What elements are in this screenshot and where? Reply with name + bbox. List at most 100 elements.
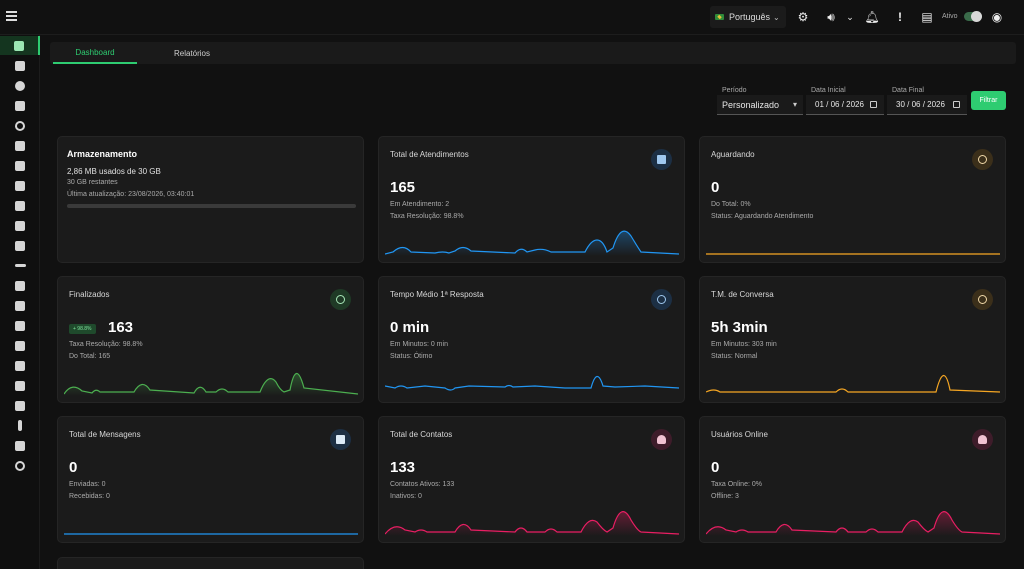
sidebar-item-tags[interactable] [0, 396, 40, 415]
briefcase-icon [15, 60, 25, 71]
check-circle-icon [330, 289, 351, 310]
bell-icon[interactable]: 🔔︎ [864, 10, 880, 24]
filter-button[interactable]: Filtrar [971, 91, 1006, 110]
chat-icon[interactable]: ▤ [921, 10, 933, 24]
tab-bar: Dashboard Relatórios [50, 42, 1016, 64]
storage-progress-bar [67, 204, 356, 208]
announcement-icon[interactable]: ! [898, 10, 902, 24]
tab-relatorios[interactable]: Relatórios [173, 48, 210, 58]
sidebar-item-events[interactable] [0, 356, 40, 375]
sidebar-item-transfer[interactable] [0, 256, 40, 275]
data-final-field[interactable]: Data Final 30 / 06 / 2026 [887, 87, 967, 117]
resolution-badge: + 98.8% [69, 324, 96, 334]
data-inicial-input[interactable]: 01 / 06 / 2026 [806, 95, 884, 115]
card-line-1: Em Minutos: 303 min [711, 341, 777, 348]
card-title: Total de Mensagens [69, 430, 141, 439]
sidebar-item-schedule[interactable] [0, 196, 40, 215]
sidebar-item-calendar[interactable] [0, 296, 40, 315]
card-line-2: Status: Aguardando Atendimento [711, 213, 814, 220]
dashboard-icon [14, 40, 24, 51]
contacts-icon [15, 220, 25, 231]
card-line-1: Enviadas: 0 [69, 481, 106, 488]
language-selector[interactable]: Português ⌄ [710, 6, 786, 28]
whatsapp-icon [15, 80, 25, 91]
announcement-icon [15, 440, 25, 451]
sidebar-item-dashboard[interactable] [0, 36, 40, 55]
card-value: 0 [711, 459, 720, 476]
sparkline-finalizados [64, 372, 358, 396]
sidebar-item-files[interactable] [0, 416, 40, 435]
tag-icon [15, 400, 25, 411]
sidebar-item-edit[interactable] [0, 276, 40, 295]
card-usuarios: Usuários Online 0 Taxa Online: 0% Offlin… [699, 416, 1006, 543]
card-line-1: Contatos Ativos: 133 [390, 481, 455, 488]
sidebar-item-store[interactable] [0, 336, 40, 355]
periodo-label: Período [722, 87, 747, 94]
account-icon[interactable]: ◉ [991, 10, 1003, 24]
card-tm-conversa: T.M. de Conversa 5h 3min Em Minutos: 303… [699, 276, 1006, 403]
sidebar-item-chat[interactable] [0, 96, 40, 115]
periodo-field[interactable]: Período Personalizado ▾ [717, 87, 803, 117]
sidebar-item-help[interactable] [0, 456, 40, 475]
menu-icon[interactable] [6, 11, 17, 22]
status-label: Ativo [942, 13, 958, 20]
storage-used: 2,86 MB usados de 30 GB [67, 167, 161, 176]
card-value: 165 [390, 179, 416, 196]
sidebar-item-reply[interactable] [0, 156, 40, 175]
reply-icon [15, 160, 25, 171]
card-line-2: Do Total: 165 [69, 353, 111, 360]
chat-icon [330, 429, 351, 450]
card-value: 0 min [390, 319, 430, 336]
card-value: 0 [69, 459, 78, 476]
sparkline-atendimentos [385, 230, 679, 256]
globe-icon [15, 120, 25, 131]
people-icon [651, 429, 672, 450]
sidebar-item-kanban[interactable] [0, 316, 40, 335]
clock-icon [972, 149, 993, 170]
pencil-icon [15, 280, 25, 291]
settings-icon[interactable]: ⚙ [797, 10, 809, 24]
sidebar [0, 35, 40, 569]
card-line-2: Status: Normal [711, 353, 758, 360]
paperclip-icon [18, 420, 22, 431]
clock-icon [651, 289, 672, 310]
volume-dropdown-icon[interactable]: ⌄ [846, 11, 854, 22]
status-toggle[interactable] [964, 11, 982, 22]
card-line-2: Inativos: 0 [390, 493, 422, 500]
tab-dashboard[interactable]: Dashboard [53, 42, 137, 64]
storage-remaining: 30 GB restantes [67, 179, 118, 186]
data-inicial-field[interactable]: Data Inicial 01 / 06 / 2026 [806, 87, 884, 117]
sidebar-item-tools[interactable] [0, 176, 40, 195]
sidebar-item-hierarchy[interactable] [0, 136, 40, 155]
clipboard-icon [651, 149, 672, 170]
event-icon [15, 360, 25, 371]
sidebar-item-globe[interactable] [0, 116, 40, 135]
volume-icon[interactable]: 🔊︎ [827, 9, 835, 24]
hierarchy-icon [15, 140, 25, 151]
calendar-icon [953, 101, 960, 108]
data-final-input[interactable]: 30 / 06 / 2026 [887, 95, 967, 115]
sidebar-item-reports[interactable] [0, 376, 40, 395]
sidebar-item-announcements[interactable] [0, 436, 40, 455]
data-inicial-label: Data Inicial [811, 87, 846, 94]
sparkline-contatos [385, 511, 679, 536]
swap-icon [14, 264, 26, 267]
main-content: Dashboard Relatórios Período Personaliza… [40, 35, 1024, 569]
sidebar-item-briefcase[interactable] [0, 56, 40, 75]
sidebar-item-contacts[interactable] [0, 216, 40, 235]
card-title: Finalizados [69, 290, 110, 299]
sidebar-item-whatsapp[interactable] [0, 76, 40, 95]
calendar-icon [15, 300, 25, 311]
storage-card: Armazenamento 2,86 MB usados de 30 GB 30… [57, 136, 364, 263]
wrench-icon [15, 180, 25, 191]
sidebar-item-finance[interactable] [0, 236, 40, 255]
sparkline-usuarios [706, 511, 1000, 536]
language-label: Português [729, 12, 771, 22]
sparkline-tm-conversa [706, 374, 1000, 393]
data-final-label: Data Final [892, 87, 924, 94]
card-tempo-medio: Tempo Médio 1ª Resposta 0 min Em Minutos… [378, 276, 685, 403]
sparkline-mensagens [64, 533, 358, 535]
card-title: Total de Contatos [390, 430, 453, 439]
card-line-1: Taxa Resolução: 98.8% [69, 341, 143, 348]
periodo-select[interactable]: Personalizado ▾ [717, 95, 803, 115]
